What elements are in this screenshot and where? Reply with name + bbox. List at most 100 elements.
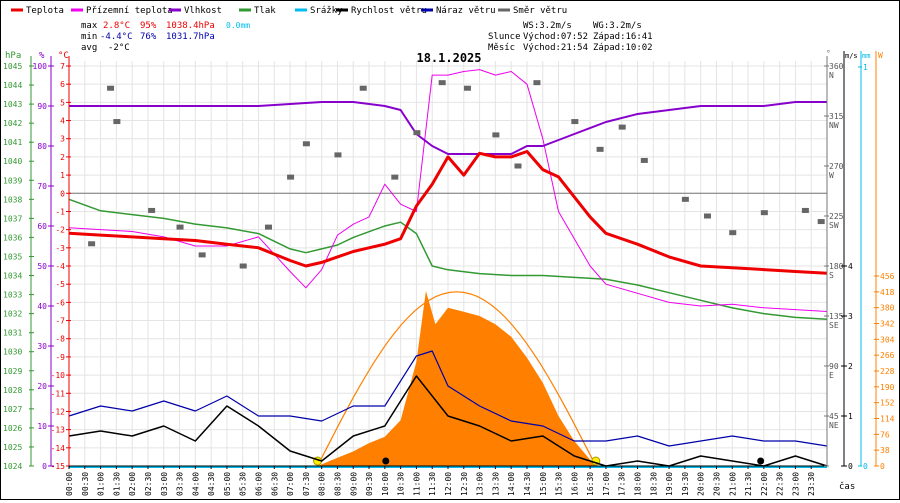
stats-min-label: min (81, 32, 97, 42)
x-tick-label: 00:30 (81, 472, 90, 496)
hpa-tick-label: 1043 (3, 100, 22, 109)
ms-axis-unit: m/s (845, 52, 858, 60)
pct-axis-unit: % (39, 51, 45, 61)
w-axis-unit: W (878, 51, 883, 60)
temp-tick-label: -1 (55, 207, 65, 216)
temp-tick-label: 7 (60, 62, 65, 71)
x-tick-label: 10:00 (381, 472, 390, 496)
mm-tick-label: 0 (863, 462, 868, 471)
pct-tick-label: 20 (37, 382, 47, 391)
x-tick-label: 15:00 (539, 472, 548, 496)
temp-tick-label: 5 (60, 98, 65, 107)
pct-tick-label: 30 (37, 342, 47, 351)
x-tick-label: 04:00 (191, 472, 200, 496)
temp-tick-label: -14 (51, 444, 66, 453)
wind-direction-point (302, 141, 310, 147)
wind-direction-point (640, 157, 648, 163)
w-tick-label: 0 (880, 462, 885, 471)
info-moon-rise: Východ:21:54 (523, 43, 588, 53)
x-tick-label: 16:00 (570, 472, 579, 496)
hpa-tick-label: 1045 (3, 62, 22, 71)
temp-tick-label: -5 (55, 280, 65, 289)
wind-direction-point (703, 213, 711, 219)
wind-direction-point (571, 119, 579, 125)
stats-min-hum: 76% (140, 32, 157, 42)
x-tick-label: 17:00 (602, 472, 611, 496)
x-tick-label: 09:00 (349, 472, 358, 496)
x-tick-label: 05:00 (223, 472, 232, 496)
hpa-tick-label: 1041 (3, 138, 22, 147)
temp-tick-label: 2 (60, 153, 65, 162)
wind-direction-point (438, 80, 446, 86)
x-tick-label: 14:00 (507, 472, 516, 496)
x-tick-label: 09:30 (365, 472, 374, 496)
legend-label: Rychlost větru (351, 6, 427, 16)
mm-axis-unit: mm (862, 52, 870, 60)
wind-direction-point (88, 241, 96, 247)
pct-tick-label: 70 (37, 182, 47, 191)
dir-tick-label: 315 (829, 112, 844, 121)
wind-direction-point (729, 230, 737, 236)
hpa-tick-label: 1032 (3, 310, 22, 319)
stats-min-temp: -4.4°C (100, 32, 133, 42)
x-tick-label: 22:00 (760, 472, 769, 496)
x-tick-label: 05:30 (239, 472, 248, 496)
w-tick-label: 266 (880, 351, 895, 360)
sun-elevation-curve (317, 291, 597, 467)
hpa-axis-unit: hPa (5, 51, 21, 61)
axes: hPa1045104410431042104110401039103810371… (3, 49, 895, 496)
w-tick-label: 228 (880, 367, 895, 376)
info-sun-rise: Východ:07:52 (523, 32, 588, 42)
wind-direction-point (176, 224, 184, 230)
w-tick-label: 38 (880, 446, 890, 455)
dir-tick-label: 90 (829, 362, 839, 371)
wind-direction-point (681, 196, 689, 202)
dir-compass-label: NE (829, 421, 839, 430)
hpa-tick-label: 1030 (3, 348, 22, 357)
wind-direction-point (287, 174, 295, 180)
hpa-tick-label: 1034 (3, 272, 22, 281)
ms-tick-label: 4 (848, 262, 853, 271)
info-wg: WG:3.2m/s (593, 21, 642, 31)
w-tick-label: 152 (880, 399, 895, 408)
info-ws: WS:3.2m/s (523, 21, 572, 31)
x-tick-label: 11:00 (412, 472, 421, 496)
stats-max-rain: 0.0mm (226, 21, 250, 30)
dir-compass-label: NW (829, 121, 839, 130)
wind-direction-point (359, 85, 367, 91)
pct-tick-label: 100 (33, 62, 48, 71)
pct-tick-label: 0 (42, 462, 47, 471)
w-tick-label: 342 (880, 320, 895, 329)
legend: Teplota Přízemní teplota Vlhkost Tlak Srážky… (11, 6, 567, 16)
dir-tick-label: 360 (829, 62, 844, 71)
wind-direction-point (413, 130, 421, 136)
w-tick-label: 380 (880, 304, 895, 313)
info-block: WS:3.2m/s WG:3.2m/s Slunce Východ:07:52 … (488, 21, 653, 53)
solar-radiation (313, 291, 765, 467)
x-tick-label: 19:30 (681, 472, 690, 496)
temp-tick-label: -4 (55, 262, 65, 271)
temp-axis-unit: °C (58, 51, 69, 61)
stats-max-hum: 95% (140, 21, 157, 31)
x-tick-label: 02:30 (144, 472, 153, 496)
wind-direction-point (514, 163, 522, 169)
hpa-tick-label: 1042 (3, 119, 22, 128)
dir-compass-label: SE (829, 321, 839, 330)
temp-tick-label: 4 (60, 117, 65, 126)
hpa-tick-label: 1025 (3, 443, 22, 452)
x-tick-label: 23:30 (807, 472, 816, 496)
temp-tick-label: -13 (51, 426, 66, 435)
x-tick-label: 16:30 (586, 472, 595, 496)
legend-label: Náraz větru (436, 6, 496, 16)
temp-tick-label: -15 (51, 462, 66, 471)
w-tick-label: 190 (880, 383, 895, 392)
x-tick-label: 08:30 (333, 472, 342, 496)
x-tick-label: 11:30 (428, 472, 437, 496)
hpa-tick-label: 1035 (3, 252, 22, 261)
wind-direction-point (391, 174, 399, 180)
x-tick-label: 01:30 (112, 472, 121, 496)
pct-tick-label: 90 (37, 102, 47, 111)
x-tick-label: 06:30 (270, 472, 279, 496)
dir-tick-label: 270 (829, 162, 844, 171)
wind-direction-points (88, 80, 825, 269)
